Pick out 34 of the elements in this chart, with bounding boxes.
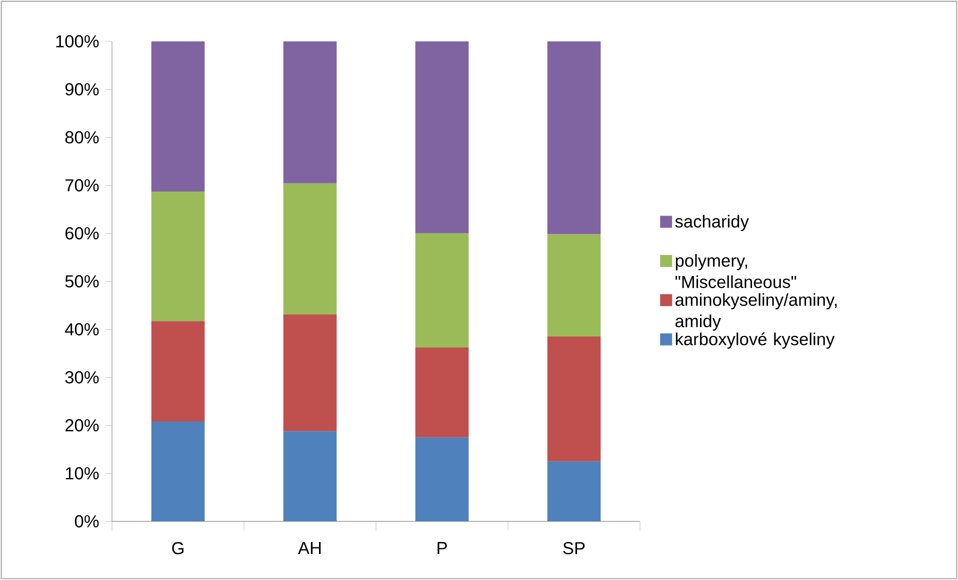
- y-tick-label: 60%: [65, 227, 99, 240]
- y-tick-label: 100%: [56, 35, 99, 48]
- bar: [151, 192, 205, 322]
- x-tick-label: AH: [298, 542, 321, 554]
- x-tick-label: SP: [563, 542, 585, 554]
- bar: [151, 321, 205, 422]
- x-tick-label: G: [172, 542, 184, 554]
- bar: [283, 314, 337, 432]
- bar: [283, 183, 337, 314]
- legend-label: karboxylové kyseliny: [676, 332, 835, 349]
- bar: [283, 41, 337, 184]
- bar: [547, 234, 601, 337]
- y-tick-label: 30%: [65, 371, 99, 384]
- y-tick-label: 20%: [65, 419, 99, 432]
- bar: [415, 348, 469, 438]
- bar: [415, 233, 469, 348]
- bar: [283, 431, 337, 522]
- y-tick-label: 80%: [65, 131, 99, 144]
- bar: [547, 461, 601, 522]
- bar: [415, 437, 469, 522]
- bar: [151, 421, 205, 522]
- y-tick-label: 70%: [66, 179, 99, 192]
- legend-label: polymery, "Miscellaneous": [676, 254, 796, 288]
- legend-label: sacharidy: [675, 214, 749, 232]
- y-tick-label: 0%: [74, 515, 99, 528]
- bar: [415, 41, 469, 234]
- bar: [547, 41, 601, 234]
- x-tick-label: P: [438, 542, 447, 554]
- y-tick-label: 50%: [65, 275, 99, 288]
- bar: [151, 41, 205, 192]
- bar: [547, 336, 601, 462]
- y-tick-label: 40%: [65, 323, 99, 336]
- y-tick-label: 90%: [65, 83, 99, 96]
- y-tick-label: 10%: [66, 467, 99, 480]
